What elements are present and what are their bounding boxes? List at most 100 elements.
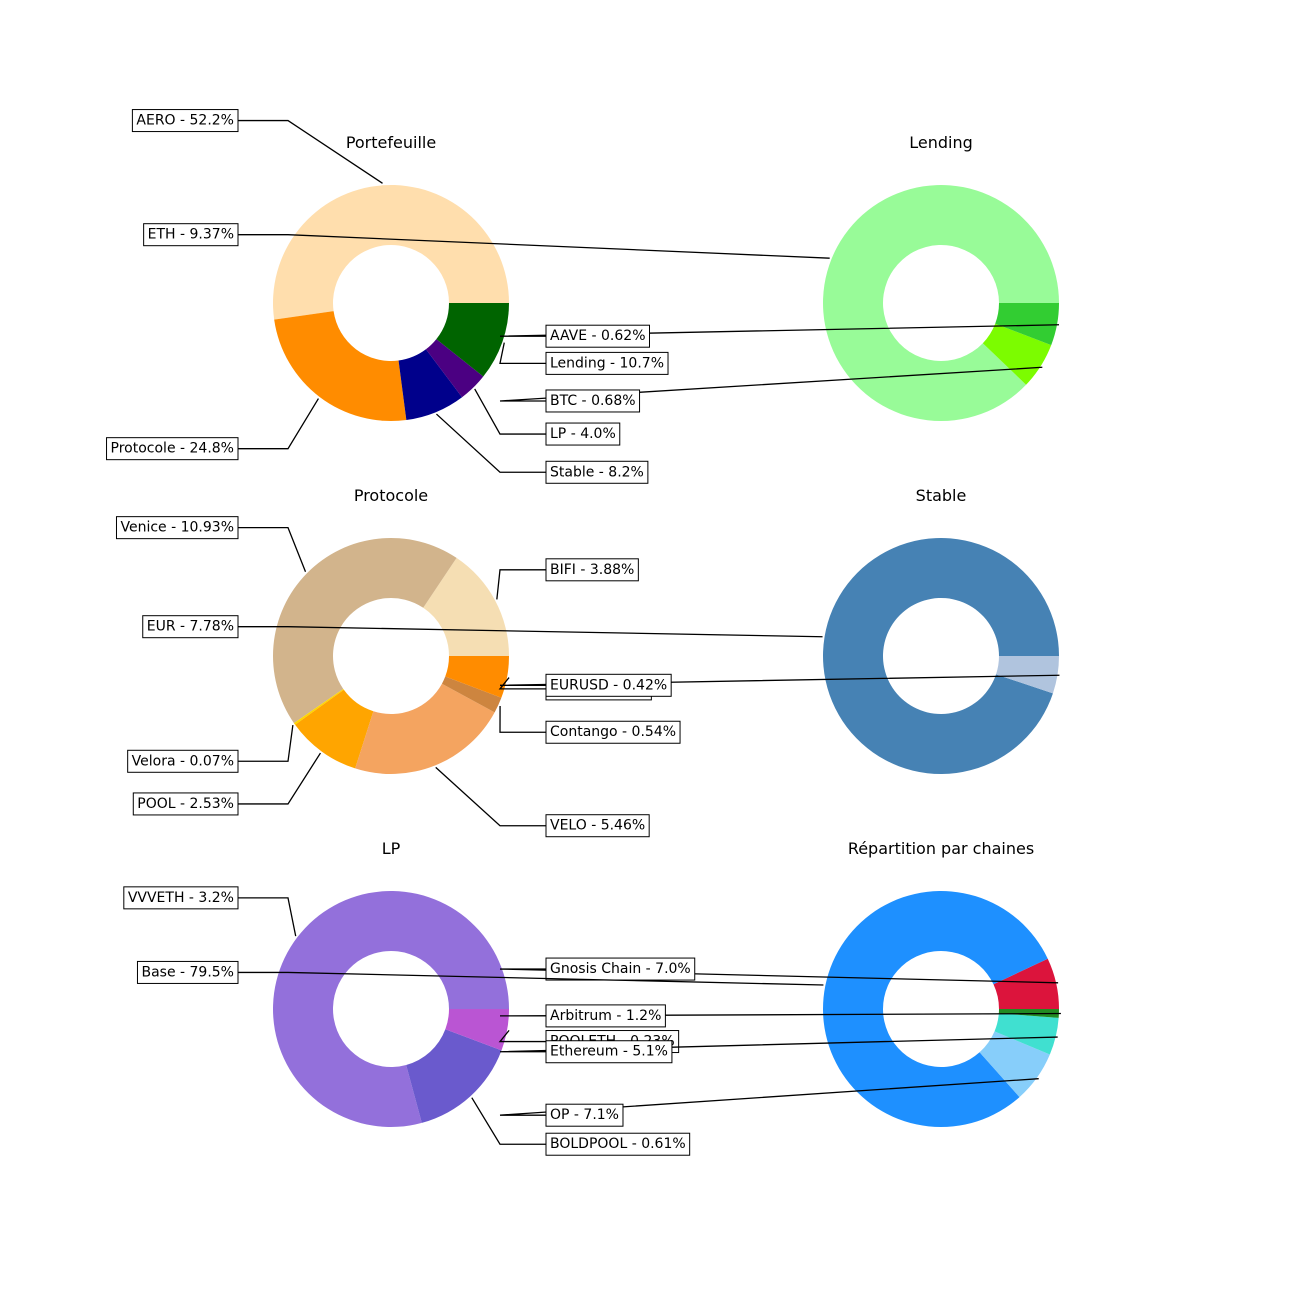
slice-label-venice: Venice - 10.93% [120,520,234,536]
slice-label-pool: POOL - 2.53% [137,796,234,812]
leader-line-eurusd [499,674,1060,686]
leader-line-btc [499,366,1043,402]
label-box-aero [131,109,239,133]
slice-aero [273,185,509,320]
slice-boldpool [406,1029,502,1123]
label-box-pool [132,792,239,816]
slice-stable [398,349,463,420]
slice-pool [295,689,374,769]
donut-chart-lp: VVVETH - 3.2%BOLDPOOL - 0.61%POOLETH - 0… [123,839,691,1156]
leader-line-contango [499,706,546,733]
slice-eurusd [996,656,1059,694]
slice-label-stable: Stable - 8.2% [550,464,644,480]
slice-label-eurusd: EURUSD - 0.42% [550,677,667,693]
label-box-btc [545,389,641,413]
slice-label-vvveth: VVVETH - 3.2% [128,890,234,906]
donut-chart-lending: ETH - 9.37% BTC - 0.68% AAVE - 0.62% Lendin… [143,133,1060,422]
label-box-eurusd [545,673,672,697]
label-box-contango [545,720,681,744]
leader-line-pool [238,752,321,805]
slice-label-lp: LP - 4.0% [550,426,616,442]
slice-ethereum [994,1013,1059,1055]
slice-label-eur: EUR - 7.78% [147,619,234,635]
label-box-base [136,960,239,984]
leader-line-velora [238,724,294,762]
donut-chart-stable: EUR - 7.78% EURUSD - 0.42% Stable [142,486,1060,775]
leader-line-over [498,677,546,690]
slice-label-boldpool: BOLDPOOL - 0.61% [550,1136,686,1152]
leader-line-lending [499,342,546,365]
donut-chart-portefeuille: AERO - 52.2% Protocole - 24.8% Stable - 8.… [106,109,669,484]
label-box-lending [545,351,669,375]
slice-op [979,1031,1050,1098]
slice-aave [995,303,1059,346]
slice-lp [425,339,484,398]
leader-line-bifi [496,569,546,600]
slice-over [445,656,509,698]
leader-line-venice [238,527,307,573]
slice-velo [355,683,495,775]
leader-line-eur [238,626,823,638]
label-box-arbitrum [545,1004,666,1028]
slice-label-protocole: Protocole - 24.8% [111,441,234,457]
label-box-bifi [545,558,639,582]
leader-line-boldpool [471,1097,546,1145]
label-box-eur [142,615,239,639]
slice-label-ethereum: Ethereum - 5.1% [550,1044,668,1060]
slice-label-base: Base - 79.5% [141,964,234,980]
slice-label-btc: BTC - 0.68% [550,393,636,409]
slice-eur [822,538,1059,775]
leader-line-arbitrum [499,1012,1061,1017]
slice-label-velo: VELO - 5.46% [550,818,645,834]
slice-velora [293,688,344,725]
slice-label-op: OP - 7.1% [550,1107,619,1123]
label-box-venice [115,516,239,540]
slice-label-arbitrum: Arbitrum - 1.2% [550,1008,661,1024]
label-box-velora [127,749,239,773]
slice-label-aave: AAVE - 0.62% [550,328,646,344]
label-box-aave [545,324,650,348]
slice-protocole [274,311,407,422]
slice-label-velora: Velora - 0.07% [132,753,234,769]
slice-label-bifi: BIFI - 3.88% [550,562,634,578]
leader-line-aave [499,324,1060,337]
slice-contango [441,676,502,713]
leader-line-stable [436,413,546,473]
leader-line-gnosis-chain [499,968,1059,984]
leader-line-velo [435,766,546,827]
slice-base [822,891,1048,1128]
leader-line-ethereum [499,1036,1058,1053]
leader-line-base [238,971,824,986]
chart-title-r-partition-par-chaines: Répartition par chaines [848,839,1034,858]
slice-btc [982,323,1052,385]
leader-line-protocole [238,398,319,450]
slice-gnosis-chain [993,958,1059,1009]
label-box-ethereum [545,1040,673,1064]
leader-line-vvveth [238,897,297,937]
chart-title-stable: Stable [916,486,967,505]
slice-lending [436,303,509,377]
slice-label-gnosis-chain: Gnosis Chain - 7.0% [550,961,691,977]
label-box-op [545,1103,624,1127]
slice-label-contango: Contango - 0.54% [550,724,676,740]
label-box-lp [545,422,621,446]
slice-venice [273,538,457,724]
label-box-boldpool [545,1132,691,1156]
chart-title-portefeuille: Portefeuille [346,133,436,152]
label-box-velo [545,814,650,838]
label-box-vvveth [123,886,239,910]
chart-title-protocole: Protocole [354,486,428,505]
slice-pooleth [445,1009,509,1051]
leader-line-pooleth [498,1029,546,1043]
label-box-eth [143,223,239,247]
leader-line-op [499,1078,1039,1116]
label-box-protocole [106,437,239,461]
leader-line-eth [238,234,830,259]
slice-vvveth [273,890,509,1127]
slice-bifi [423,557,509,656]
slice-label-eth: ETH - 9.37% [148,227,234,243]
chart-title-lp: LP [382,839,401,858]
leader-line-aero [238,119,383,184]
